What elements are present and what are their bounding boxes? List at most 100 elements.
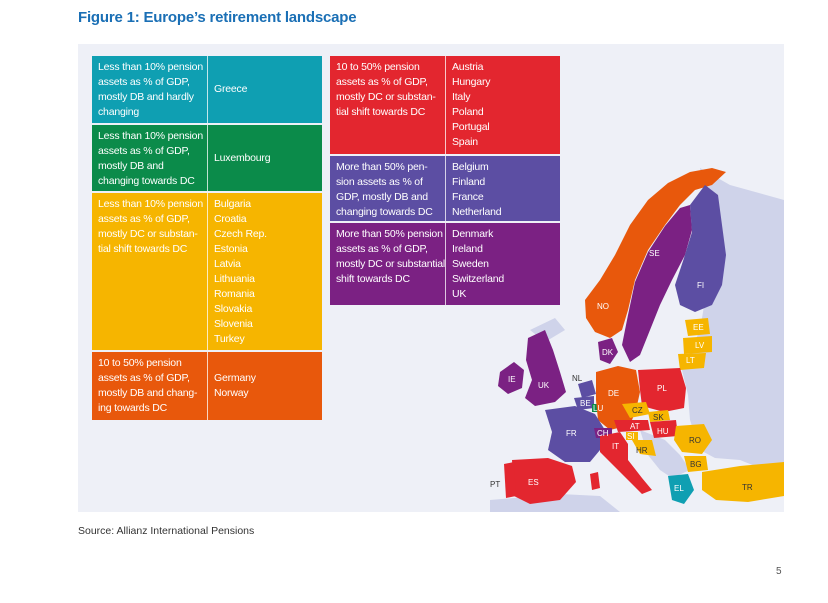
map-label-sk: SK bbox=[653, 413, 664, 422]
legend-country: Greece bbox=[214, 83, 248, 95]
country-greece bbox=[668, 474, 694, 504]
map-label-pt: PT bbox=[490, 480, 500, 489]
map-label-at: AT bbox=[630, 422, 640, 431]
legend-country: Hungary bbox=[452, 76, 491, 88]
map-label-el: EL bbox=[674, 484, 684, 493]
country-italy bbox=[600, 432, 652, 494]
legend-box-yellow: Less than 10% pension assets as % of GDP… bbox=[92, 193, 322, 350]
map-label-no: NO bbox=[597, 302, 609, 311]
map-label-pl: PL bbox=[657, 384, 667, 393]
legend-desc: More than 50% pen-sion assets as % of GD… bbox=[336, 161, 433, 218]
country-spain bbox=[512, 458, 576, 504]
map-label-uk: UK bbox=[538, 381, 550, 390]
country-denmark bbox=[598, 338, 618, 364]
source-note: Source: Allianz International Pensions bbox=[78, 525, 255, 537]
country-netherlands bbox=[578, 380, 596, 398]
legend-country: France bbox=[452, 191, 484, 203]
legend-countries: Greece bbox=[208, 56, 247, 123]
country-finland bbox=[675, 185, 726, 312]
legend-desc: 10 to 50% pension assets as % of GDP, mo… bbox=[98, 357, 198, 414]
legend-countries: Bulgaria Croatia Czech Rep. Estonia Latv… bbox=[208, 193, 267, 350]
legend-desc: More than 50% pension assets as % of GDP… bbox=[336, 228, 445, 285]
legend-country: Slovakia bbox=[214, 303, 253, 315]
legend-country: Netherland bbox=[452, 206, 502, 218]
country-ireland bbox=[498, 362, 524, 394]
legend-country: Ireland bbox=[452, 243, 483, 255]
map-label-ie: IE bbox=[508, 375, 516, 384]
country-portugal bbox=[504, 462, 516, 498]
country-slovenia bbox=[626, 432, 638, 440]
legend-country: Switzerland bbox=[452, 273, 505, 285]
legend-country: Sweden bbox=[452, 258, 489, 270]
legend-countries: Belgium Finland France Netherland bbox=[446, 156, 502, 221]
figure-title: Figure 1: Europe’s retirement landscape bbox=[78, 9, 357, 26]
legend-divider bbox=[445, 156, 446, 221]
legend-divider bbox=[445, 223, 446, 305]
legend-box-green: Less than 10% pension assets as % of GDP… bbox=[92, 125, 322, 191]
country-lithuania bbox=[678, 353, 706, 370]
legend-countries: Luxembourg bbox=[208, 125, 271, 191]
map-label-de: DE bbox=[608, 389, 619, 398]
legend-country: Poland bbox=[452, 106, 484, 118]
country-croatia bbox=[632, 440, 656, 456]
country-romania bbox=[674, 424, 712, 454]
legend-country: Norway bbox=[214, 387, 249, 399]
country-slovakia bbox=[648, 410, 670, 422]
legend-desc: Less than 10% pension assets as % of GDP… bbox=[98, 61, 203, 118]
map-label-bg: BG bbox=[690, 460, 702, 469]
legend-desc: 10 to 50% pension assets as % of GDP, mo… bbox=[336, 61, 436, 118]
legend-divider bbox=[207, 56, 208, 123]
country-poland bbox=[638, 368, 686, 412]
legend-country: Portugal bbox=[452, 121, 490, 133]
legend-country: Turkey bbox=[214, 333, 245, 345]
map-label-es: ES bbox=[528, 478, 539, 487]
legend-country: Romania bbox=[214, 288, 255, 300]
map-label-lv: LV bbox=[695, 341, 705, 350]
map-label-se: SE bbox=[649, 249, 660, 258]
map-label-cz: CZ bbox=[632, 406, 643, 415]
map-label-dk: DK bbox=[602, 348, 614, 357]
map-label-ee: EE bbox=[693, 323, 704, 332]
country-uk bbox=[525, 330, 566, 406]
legend-divider bbox=[207, 193, 208, 350]
country-latvia bbox=[683, 336, 712, 354]
legend-box-teal: Less than 10% pension assets as % of GDP… bbox=[92, 56, 322, 123]
legend-country: Denmark bbox=[452, 228, 494, 240]
map-label-nl: NL bbox=[572, 374, 583, 383]
country-czech bbox=[622, 402, 650, 418]
legend-country: Belgium bbox=[452, 161, 489, 173]
map-label-si: SI bbox=[627, 432, 635, 441]
legend-box-red: 10 to 50% pension assets as % of GDP, mo… bbox=[330, 56, 560, 154]
legend-countries: Austria Hungary Italy Poland Portugal Sp… bbox=[446, 56, 490, 154]
map-label-lu: LU bbox=[593, 404, 603, 413]
country-turkey bbox=[702, 462, 784, 502]
legend-divider bbox=[207, 352, 208, 420]
map-label-fi: FI bbox=[697, 281, 704, 290]
map-label-tr: TR bbox=[742, 483, 753, 492]
legend-box-purple: More than 50% pension assets as % of GDP… bbox=[330, 223, 560, 305]
legend-country: Germany bbox=[214, 372, 256, 384]
legend-country: Finland bbox=[452, 176, 486, 188]
legend-country: Spain bbox=[452, 136, 478, 148]
legend-desc: Less than 10% pension assets as % of GDP… bbox=[98, 130, 203, 187]
legend-country: Croatia bbox=[214, 213, 247, 225]
legend-country: Czech Rep. bbox=[214, 228, 267, 240]
legend-country: UK bbox=[452, 288, 467, 300]
country-bulgaria bbox=[684, 456, 708, 472]
country-austria bbox=[614, 420, 650, 432]
map-label-ro: RO bbox=[689, 436, 701, 445]
legend-divider bbox=[445, 56, 446, 154]
legend-countries: Germany Norway bbox=[208, 352, 256, 420]
country-sweden bbox=[622, 205, 692, 362]
legend-country: Italy bbox=[452, 91, 471, 103]
country-estonia bbox=[685, 318, 710, 336]
legend-desc: Less than 10% pension assets as % of GDP… bbox=[98, 198, 203, 255]
legend-box-orange: 10 to 50% pension assets as % of GDP, mo… bbox=[92, 352, 322, 420]
country-norway bbox=[585, 168, 726, 338]
legend-country: Lithuania bbox=[214, 273, 255, 285]
country-france bbox=[545, 406, 605, 462]
map-label-it: IT bbox=[612, 442, 619, 451]
page-number: 5 bbox=[776, 566, 782, 577]
map-label-lt: LT bbox=[686, 356, 695, 365]
